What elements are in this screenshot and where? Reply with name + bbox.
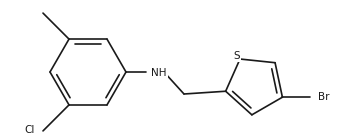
Text: Br: Br (318, 92, 330, 102)
Text: Cl: Cl (25, 125, 35, 135)
Text: NH: NH (151, 68, 166, 78)
Text: S: S (234, 51, 240, 61)
